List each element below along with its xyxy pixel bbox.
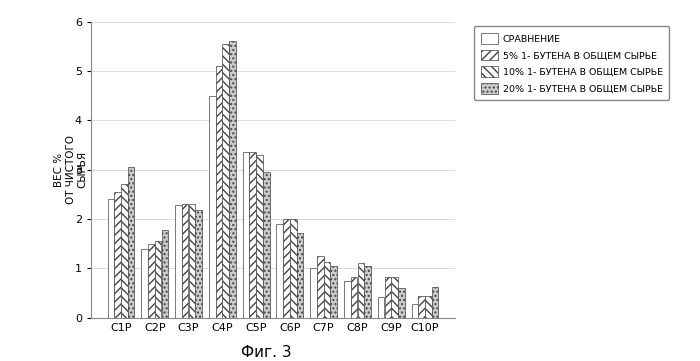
Bar (128, 167, 134, 318)
Bar (419, 296, 425, 318)
Bar (412, 304, 418, 318)
Bar (256, 155, 262, 318)
Bar (378, 297, 384, 318)
Bar (297, 233, 303, 318)
Bar (323, 262, 330, 318)
Bar (243, 152, 249, 318)
Bar (290, 219, 297, 318)
Bar (263, 172, 270, 318)
Bar (391, 277, 398, 318)
Bar (317, 256, 323, 318)
Bar (155, 241, 162, 318)
Bar (344, 281, 351, 318)
Bar (188, 204, 195, 318)
Bar (229, 42, 236, 318)
Bar (351, 277, 358, 318)
Bar (141, 249, 148, 318)
Bar (249, 152, 256, 318)
Bar (284, 219, 290, 318)
Bar (398, 288, 405, 318)
Bar (310, 268, 317, 318)
Bar (175, 205, 182, 318)
Bar (182, 204, 188, 318)
Bar (425, 296, 432, 318)
Bar (364, 266, 371, 318)
Y-axis label: ВЕС %
ОТ ЧИСТОГО
СЫРЬЯ: ВЕС % ОТ ЧИСТОГО СЫРЬЯ (54, 135, 88, 204)
Bar (432, 287, 438, 318)
Bar (114, 192, 121, 318)
Bar (121, 184, 127, 318)
Bar (162, 230, 168, 318)
Legend: СРАВНЕНИЕ, 5% 1- БУТЕНА В ОБЩЕМ СЫРЬЕ, 10% 1- БУТЕНА В ОБЩЕМ СЫРЬЕ, 20% 1- БУТЕН: СРАВНЕНИЕ, 5% 1- БУТЕНА В ОБЩЕМ СЫРЬЕ, 1… (475, 26, 669, 100)
Bar (276, 224, 283, 318)
Bar (223, 44, 229, 318)
Bar (216, 66, 223, 318)
Bar (209, 96, 216, 318)
Bar (195, 210, 202, 318)
Bar (148, 244, 155, 318)
Bar (330, 266, 337, 318)
Bar (358, 264, 364, 318)
Text: Фиг. 3: Фиг. 3 (241, 345, 291, 360)
Bar (108, 199, 114, 318)
Bar (384, 277, 391, 318)
